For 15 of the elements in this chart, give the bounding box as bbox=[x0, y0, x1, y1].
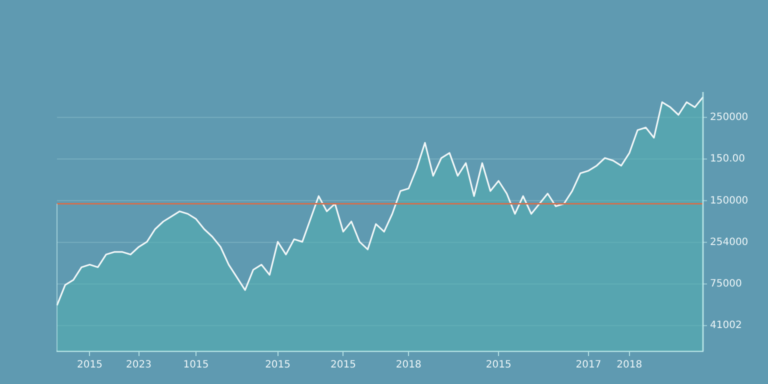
text: 254000 bbox=[710, 236, 748, 248]
x-tick-label: 2015 bbox=[76, 360, 102, 371]
x-tick-label: 2017 bbox=[576, 360, 602, 371]
x-tick-label: 1015 bbox=[183, 360, 209, 371]
text: 150000 bbox=[710, 195, 748, 206]
x-tick-label: 2015 bbox=[265, 360, 291, 371]
text: 250000 bbox=[710, 112, 748, 123]
x-tick-label: 2023 bbox=[126, 360, 152, 371]
x-tick-label: 2015 bbox=[330, 360, 356, 371]
text: 75000 bbox=[710, 278, 742, 290]
x-tick-label: 2015 bbox=[486, 360, 512, 371]
x-tick-label: 2018 bbox=[396, 360, 422, 371]
text: 41002 bbox=[710, 320, 742, 332]
x-tick-label: 2018 bbox=[616, 360, 642, 371]
text: 150.00 bbox=[710, 154, 745, 165]
